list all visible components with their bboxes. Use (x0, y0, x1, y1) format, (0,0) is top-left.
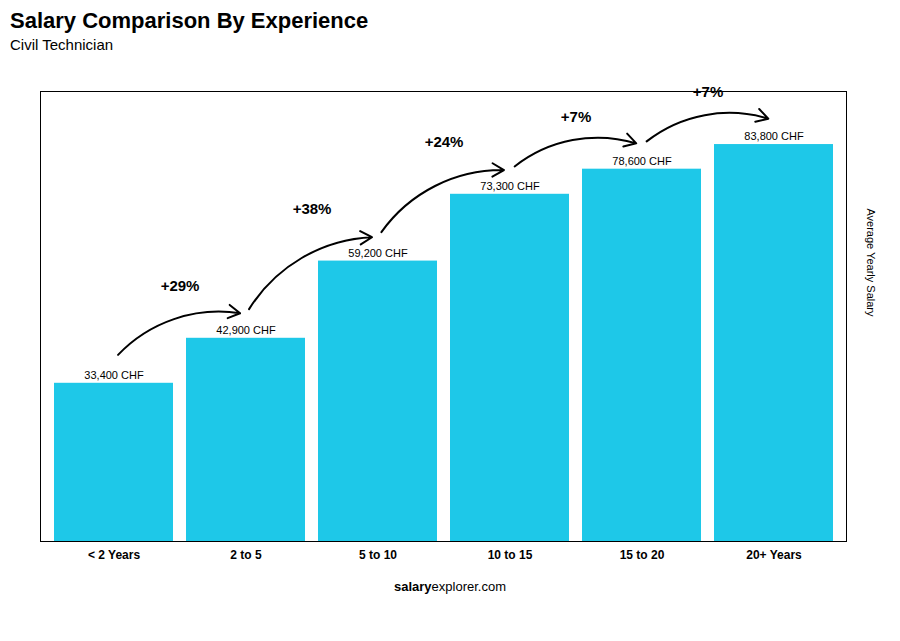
svg-text:10 to 15: 10 to 15 (488, 548, 533, 562)
svg-text:+38%: +38% (293, 200, 332, 217)
svg-text:+7%: +7% (693, 83, 723, 100)
svg-text:33,400 CHF: 33,400 CHF (84, 369, 144, 381)
svg-text:5 to 10: 5 to 10 (359, 548, 397, 562)
svg-text:42,900 CHF: 42,900 CHF (216, 324, 276, 336)
svg-text:+7%: +7% (561, 108, 591, 125)
svg-text:+24%: +24% (425, 133, 464, 150)
svg-text:+29%: +29% (161, 277, 200, 294)
svg-text:2 to 5: 2 to 5 (230, 548, 262, 562)
svg-text:15 to 20: 15 to 20 (620, 548, 665, 562)
svg-text:59,200 CHF: 59,200 CHF (348, 247, 408, 259)
html-text:Salary Comparison By Experienc: Salary Comparison By Experience (10, 8, 369, 33)
svg-text:20+ Years: 20+ Years (746, 548, 802, 562)
svg-text:83,800 CHF: 83,800 CHF (744, 130, 804, 142)
svg-text:78,600 CHF: 78,600 CHF (612, 155, 672, 167)
svg-text:Average Yearly Salary: Average Yearly Salary (865, 208, 877, 317)
svg-text:73,300 CHF: 73,300 CHF (480, 180, 540, 192)
html-text:Civil Technician: Civil Technician (10, 36, 114, 53)
html-text:salary explorer.com: salary explorer.com (394, 579, 506, 594)
svg-text:< 2 Years: < 2 Years (88, 548, 140, 562)
